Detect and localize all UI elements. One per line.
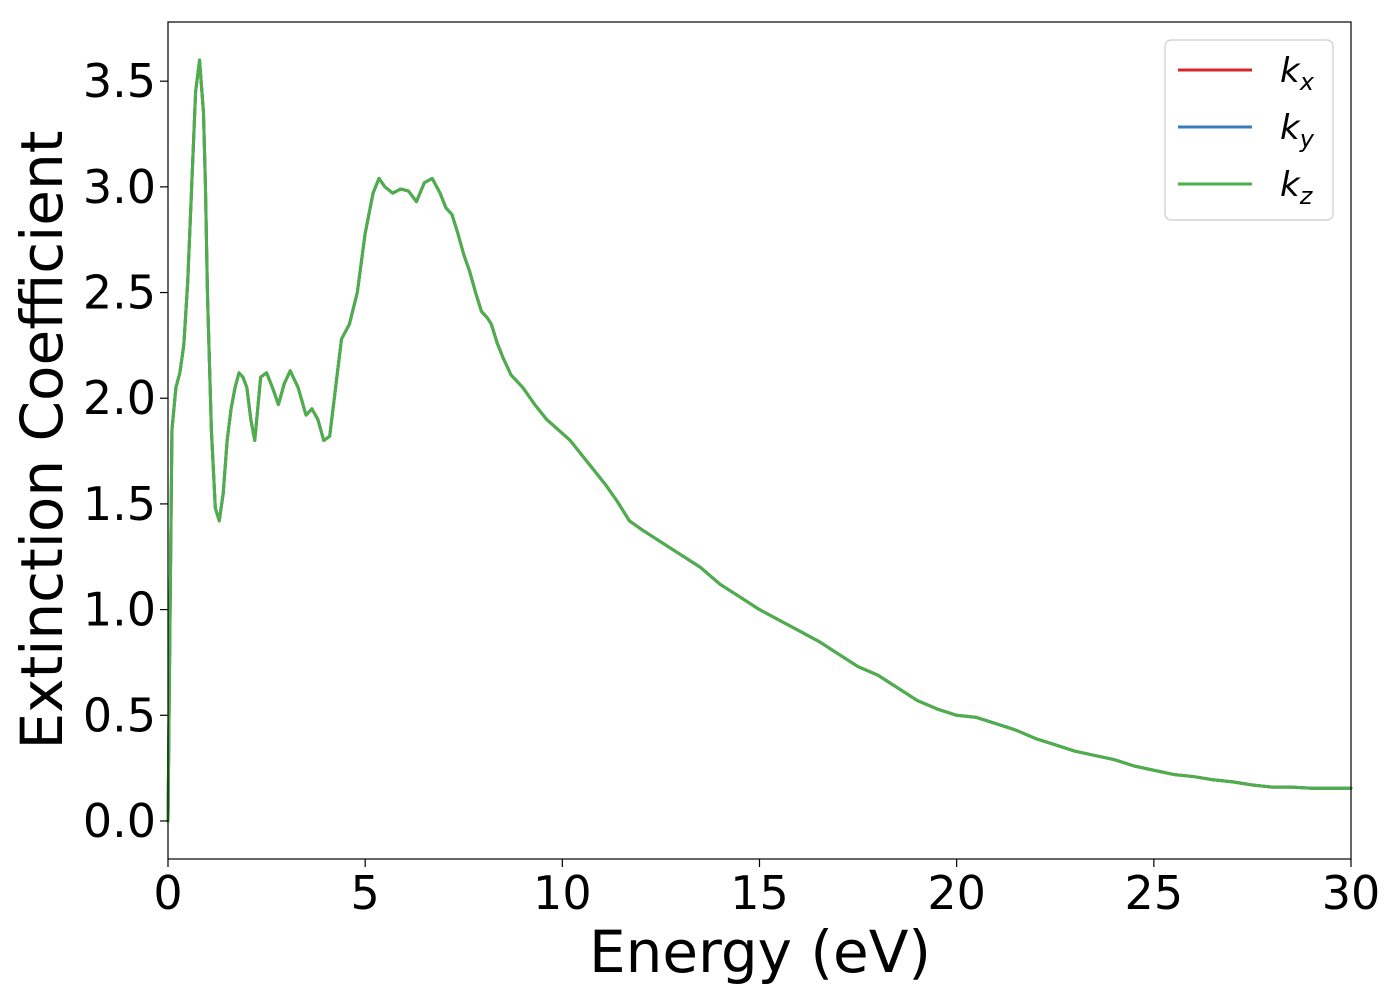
- x-tick-label: 25: [1125, 866, 1184, 920]
- y-tick-label: 1.0: [83, 583, 156, 637]
- legend-label-x: kx: [1280, 51, 1315, 96]
- x-tick-label: 10: [533, 866, 592, 920]
- y-tick-label: 3.0: [83, 160, 156, 214]
- legend-label-y: ky: [1280, 108, 1315, 153]
- x-tick-label: 15: [730, 866, 789, 920]
- y-tick-label: 0.0: [83, 794, 156, 848]
- y-tick-label: 0.5: [83, 688, 156, 742]
- plot-frame: [167, 21, 1352, 860]
- legend-label-z: kz: [1280, 165, 1314, 210]
- plot-area: [166, 58, 1353, 823]
- y-axis-ticks: 0.0 0.5 1.0 1.5 2.0 2.5 3.0 3.5: [83, 54, 168, 848]
- x-axis-title: Energy (eV): [589, 918, 931, 986]
- y-tick-label: 3.5: [83, 54, 156, 108]
- x-tick-label: 30: [1322, 866, 1381, 920]
- x-tick-label: 0: [153, 866, 182, 920]
- legend-frame: [1164, 39, 1334, 221]
- x-tick-label: 5: [351, 866, 380, 920]
- y-tick-label: 2.5: [83, 266, 156, 320]
- x-tick-label: 20: [927, 866, 986, 920]
- y-axis-title: Extinction Coefficient: [8, 131, 76, 750]
- y-tick-label: 2.0: [83, 371, 156, 425]
- series-line-z: [166, 58, 1353, 823]
- legend: kx ky kz: [1164, 39, 1334, 221]
- x-axis-ticks: 0 5 10 15 20 25 30: [153, 859, 1380, 920]
- y-tick-label: 1.5: [83, 477, 156, 531]
